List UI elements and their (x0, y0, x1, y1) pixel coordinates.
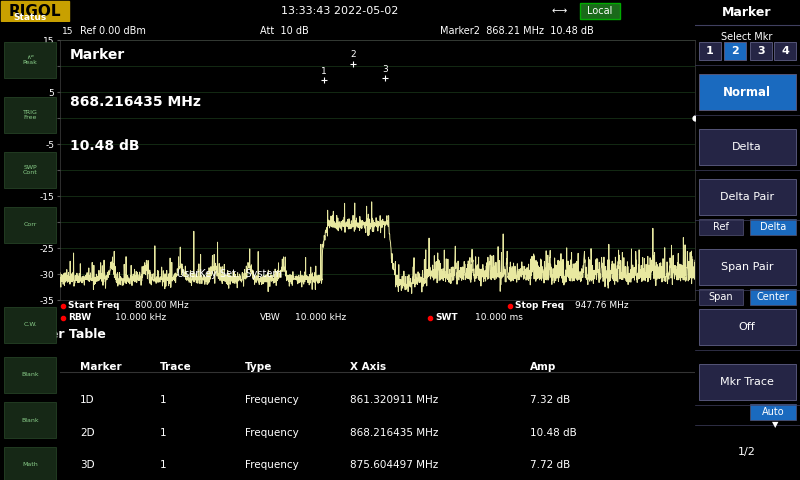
Text: 10.000 ms: 10.000 ms (475, 313, 523, 323)
Text: Delta: Delta (732, 142, 762, 152)
Text: Mkr Trace: Mkr Trace (720, 377, 774, 387)
Text: UserKey Set:  System: UserKey Set: System (178, 269, 282, 279)
Text: Marker Table: Marker Table (15, 328, 106, 341)
Bar (699, 309, 796, 345)
Bar (750, 404, 796, 420)
Text: Marker: Marker (80, 362, 122, 372)
Text: 1D: 1D (80, 395, 94, 405)
Text: Ref: Ref (713, 222, 729, 232)
Text: Stop Freq: Stop Freq (515, 301, 564, 311)
Text: VBW: VBW (260, 313, 281, 323)
Bar (750, 42, 772, 60)
Bar (4, 307, 56, 343)
Text: 3: 3 (382, 65, 388, 74)
Bar (1, 1, 69, 21)
Text: 875.604497 MHz: 875.604497 MHz (350, 460, 438, 470)
Bar (4, 402, 56, 438)
Text: Off: Off (738, 322, 755, 332)
Text: 10.000 kHz: 10.000 kHz (295, 313, 346, 323)
Text: Status: Status (14, 13, 46, 23)
Text: 800.00 MHz: 800.00 MHz (135, 301, 189, 311)
Text: SWT: SWT (435, 313, 458, 323)
Text: 1: 1 (160, 460, 166, 470)
Text: Att  10 dB: Att 10 dB (260, 26, 309, 36)
Text: Marker2  868.21 MHz  10.48 dB: Marker2 868.21 MHz 10.48 dB (440, 26, 594, 36)
Bar (4, 357, 56, 393)
Text: 947.76 MHz: 947.76 MHz (575, 301, 629, 311)
Bar (699, 179, 796, 215)
Text: 7.72 dB: 7.72 dB (530, 460, 570, 470)
Text: RBW: RBW (68, 313, 91, 323)
Bar (4, 97, 56, 133)
Bar (699, 129, 796, 165)
Text: 1: 1 (321, 67, 326, 76)
Text: Start Freq: Start Freq (68, 301, 119, 311)
Text: Delta: Delta (760, 222, 786, 232)
Text: C.W.: C.W. (23, 323, 37, 327)
Text: 10.48 dB: 10.48 dB (70, 139, 139, 153)
Text: RIGOL: RIGOL (9, 3, 62, 19)
Text: Marker: Marker (70, 48, 125, 62)
Text: 10.000 kHz: 10.000 kHz (115, 313, 166, 323)
Text: 1: 1 (706, 46, 714, 56)
Bar (4, 447, 56, 480)
Bar (750, 289, 796, 305)
Bar (724, 42, 746, 60)
Text: Type: Type (245, 362, 272, 372)
Bar (699, 219, 743, 235)
Bar (4, 152, 56, 188)
Text: ←→: ←→ (552, 6, 568, 16)
Text: 10.48 dB: 10.48 dB (530, 428, 577, 438)
Text: Marker: Marker (722, 5, 772, 19)
Text: Span Pair: Span Pair (721, 262, 774, 272)
Text: 2: 2 (350, 50, 356, 60)
Bar (699, 249, 796, 285)
Text: Frequency: Frequency (245, 460, 298, 470)
Text: Auto: Auto (762, 407, 784, 417)
Bar (580, 3, 620, 19)
Text: Blank: Blank (21, 372, 39, 377)
Bar (699, 74, 796, 110)
Text: 7.32 dB: 7.32 dB (530, 395, 570, 405)
Text: Amp: Amp (530, 362, 556, 372)
Text: Frequency: Frequency (245, 395, 298, 405)
Text: Frequency: Frequency (245, 428, 298, 438)
Text: Span: Span (709, 292, 734, 302)
Text: Local: Local (587, 6, 613, 16)
Bar (699, 289, 743, 305)
Text: 861.320911 MHz: 861.320911 MHz (350, 395, 438, 405)
Text: 2: 2 (731, 46, 739, 56)
Bar (774, 42, 796, 60)
Text: ▼: ▼ (772, 420, 778, 430)
Text: 4: 4 (781, 46, 789, 56)
Text: Delta Pair: Delta Pair (720, 192, 774, 202)
Text: Ref 0.00 dBm: Ref 0.00 dBm (80, 26, 146, 36)
Text: X Axis: X Axis (350, 362, 386, 372)
Text: 1: 1 (160, 395, 166, 405)
Text: 868.216435 MHz: 868.216435 MHz (350, 428, 438, 438)
Text: 3D: 3D (80, 460, 94, 470)
Text: Corr: Corr (23, 223, 37, 228)
Bar (699, 364, 796, 400)
Text: 13:33:43 2022-05-02: 13:33:43 2022-05-02 (282, 6, 398, 16)
Text: ∧ʷ
Peak: ∧ʷ Peak (22, 55, 38, 65)
Text: 868.216435 MHz: 868.216435 MHz (70, 95, 200, 108)
Bar (4, 207, 56, 243)
Text: SWP
Cont: SWP Cont (22, 165, 38, 175)
Text: Math: Math (22, 463, 38, 468)
Bar (4, 42, 56, 78)
Text: Select Mkr: Select Mkr (722, 32, 773, 42)
Text: Trace: Trace (160, 362, 192, 372)
Text: TRIG
Free: TRIG Free (22, 109, 38, 120)
Text: 3: 3 (757, 46, 765, 56)
Text: 2D: 2D (80, 428, 94, 438)
Text: Normal: Normal (723, 85, 771, 98)
Text: Blank: Blank (21, 418, 39, 422)
Bar (699, 42, 721, 60)
Text: Center: Center (757, 292, 790, 302)
Text: 15: 15 (62, 26, 74, 36)
Bar (750, 219, 796, 235)
Text: 1/2: 1/2 (738, 447, 756, 457)
Text: 1: 1 (160, 428, 166, 438)
